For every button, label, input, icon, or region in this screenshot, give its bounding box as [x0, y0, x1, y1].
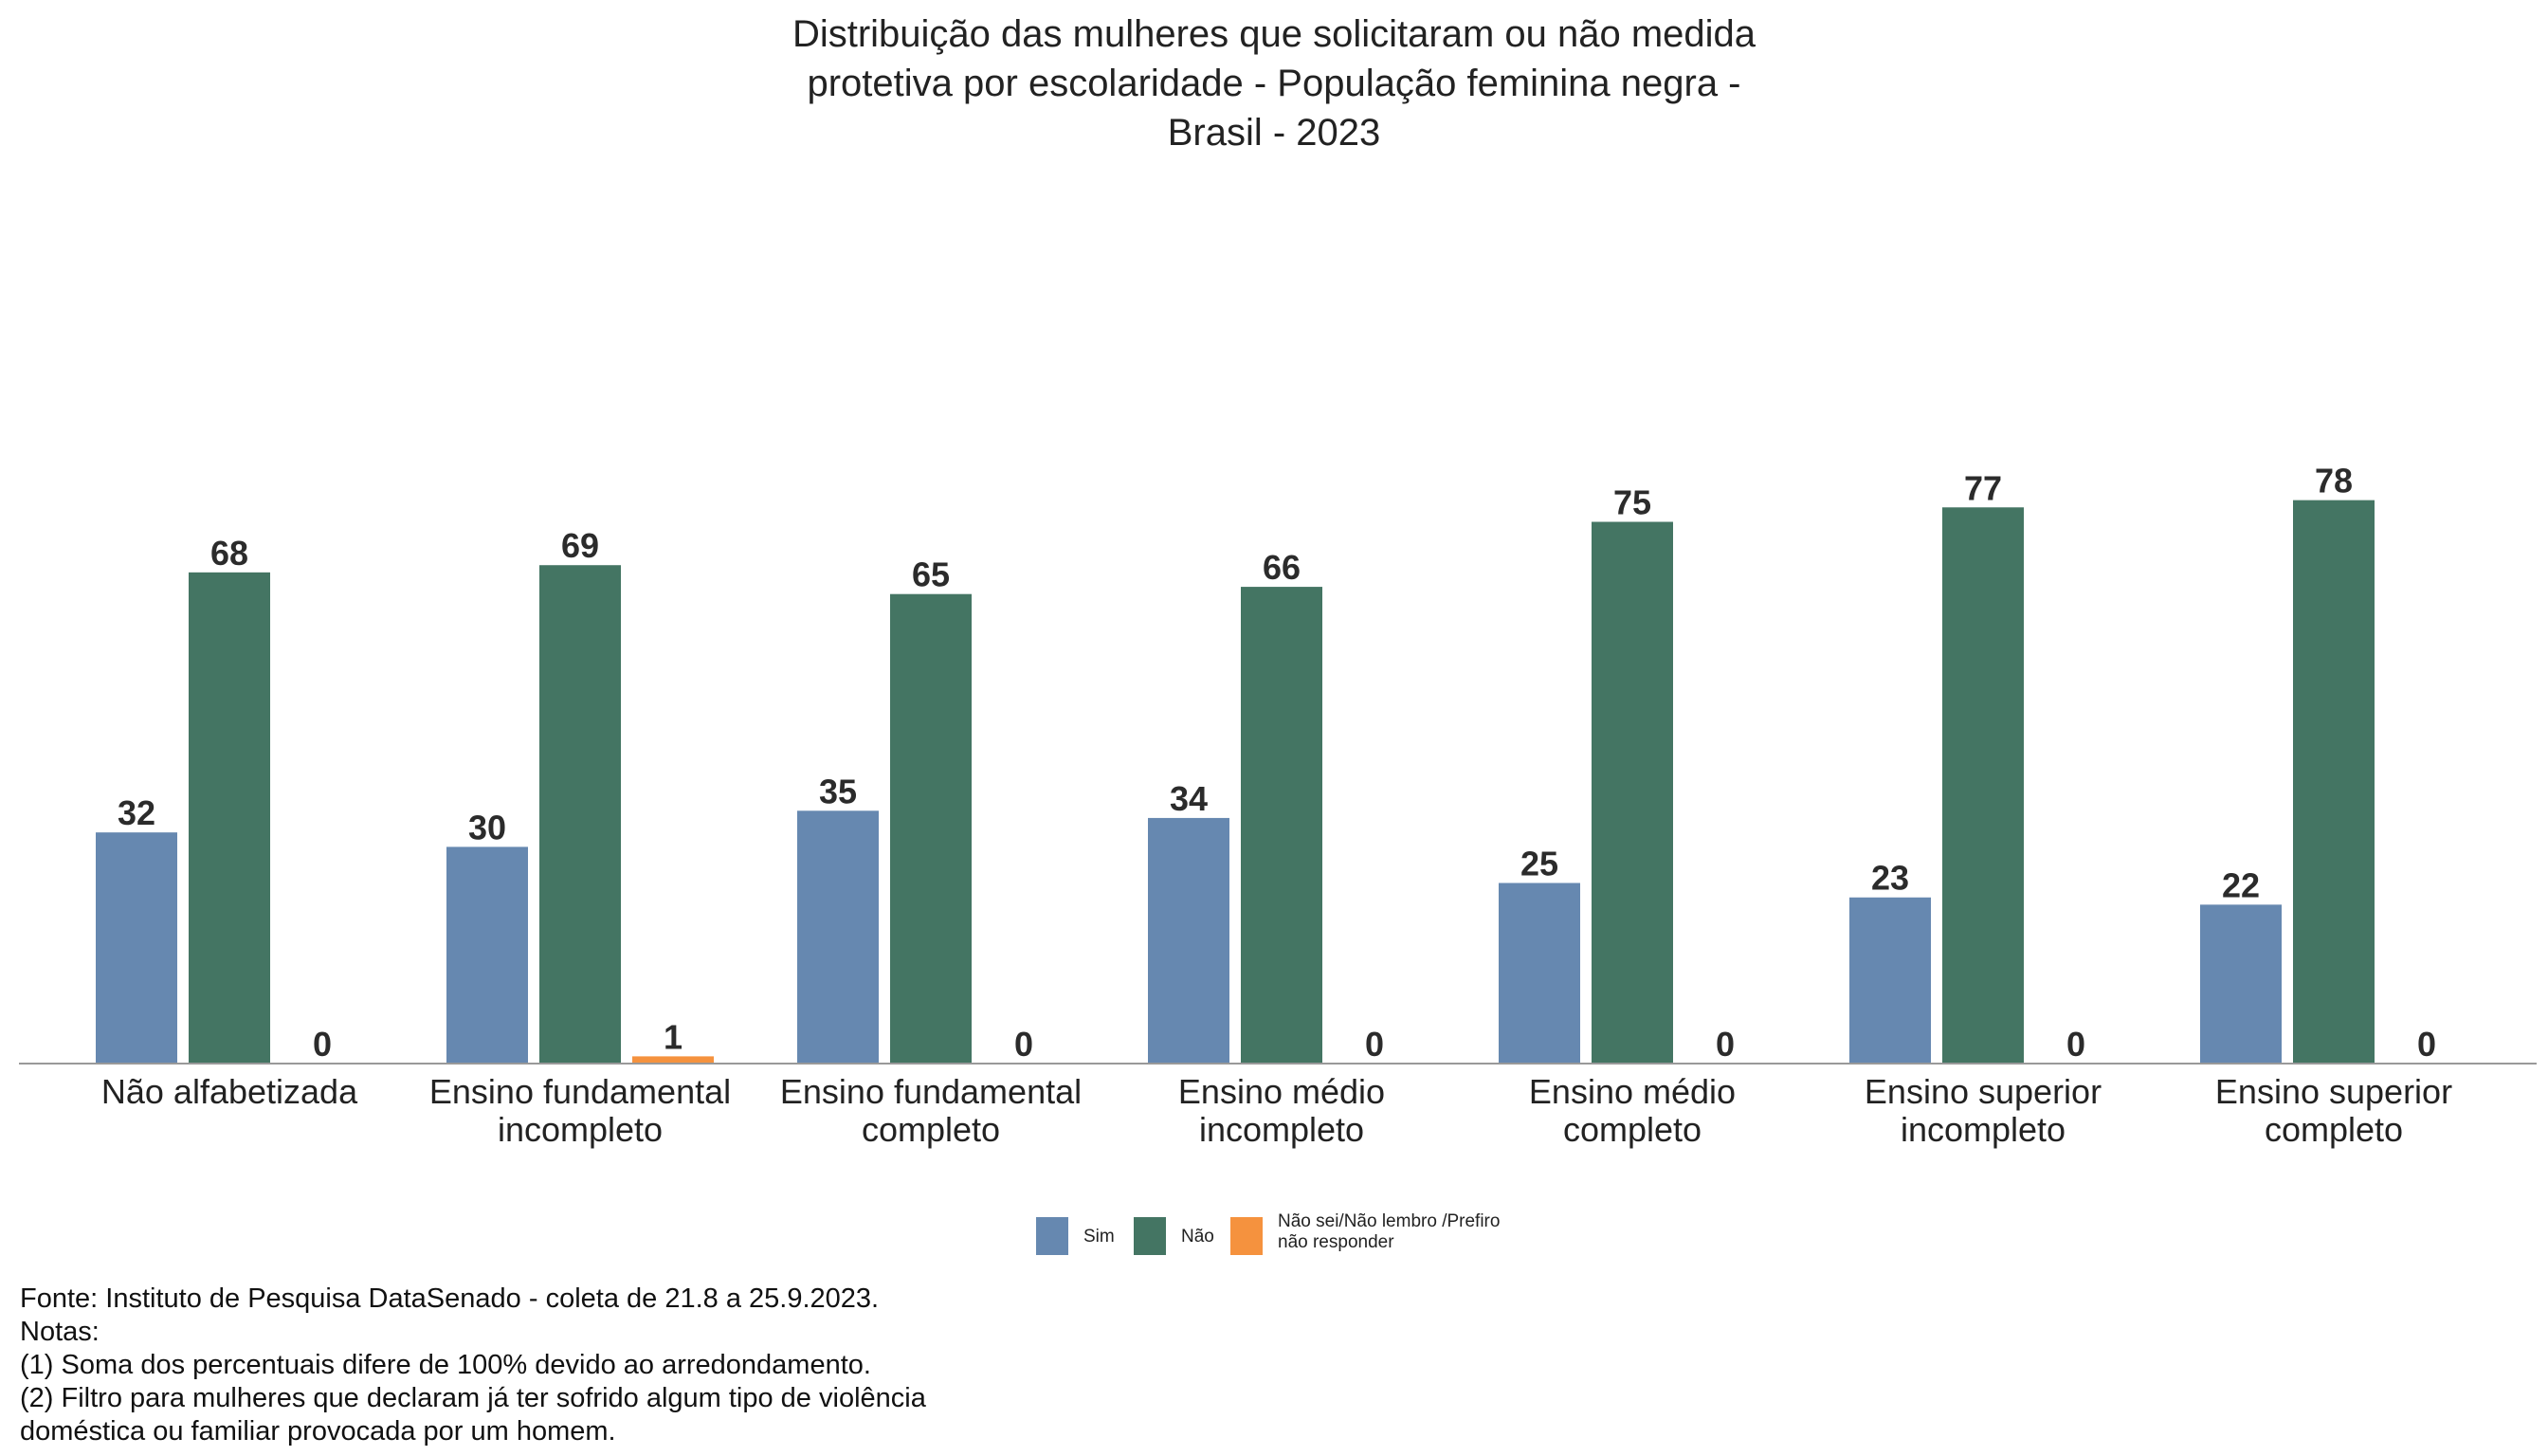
bar-sim — [1148, 817, 1229, 1064]
data-label: 0 — [2417, 1025, 2436, 1064]
source-notes: Fonte: Instituto de Pesquisa DataSenado … — [20, 1283, 926, 1448]
chart-title-line: Brasil - 2023 — [1167, 112, 1381, 154]
x-tick-label: incompleto — [1901, 1110, 2066, 1149]
legend-label: Não — [1181, 1227, 1214, 1247]
data-label: 25 — [1520, 845, 1558, 883]
legend-swatch — [1230, 1217, 1263, 1255]
data-label: 0 — [1365, 1025, 1384, 1064]
data-label: 22 — [2222, 865, 2260, 904]
x-tick-label: incompleto — [1199, 1110, 1364, 1149]
legend-label: Sim — [1083, 1227, 1115, 1247]
bar-sim — [1849, 897, 1931, 1064]
note-2-line: doméstica ou familiar provocada por um h… — [20, 1416, 616, 1447]
x-tick-label: Ensino superior — [2215, 1072, 2452, 1111]
x-tick-label: Não alfabetizada — [101, 1072, 358, 1111]
x-tick-label: completo — [862, 1110, 1000, 1149]
chart-title-line: Distribuição das mulheres que solicitara… — [792, 13, 1756, 55]
bar-sim — [1499, 883, 1580, 1064]
bar-sim — [446, 846, 528, 1064]
chart-title: Distribuição das mulheres que solicitara… — [0, 9, 2548, 157]
bar-n-o — [539, 565, 621, 1064]
data-label: 0 — [313, 1025, 332, 1064]
x-tick-label: completo — [1563, 1110, 1702, 1149]
x-tick-label: incompleto — [498, 1110, 663, 1149]
bar-sim — [96, 832, 177, 1064]
bar-n-o — [1592, 521, 1673, 1064]
data-label: 0 — [1014, 1025, 1033, 1064]
data-label: 69 — [561, 526, 599, 565]
bar-n-o — [890, 593, 972, 1064]
x-tick-label: Ensino fundamental — [429, 1072, 731, 1111]
source-text: Fonte: Instituto de Pesquisa DataSenado … — [20, 1283, 880, 1314]
data-label: 23 — [1871, 859, 1909, 898]
x-tick-label: Ensino superior — [1865, 1072, 2102, 1111]
bar-n-o — [1241, 587, 1322, 1064]
x-tick-label: Ensino médio — [1529, 1072, 1736, 1111]
legend-swatch — [1134, 1217, 1166, 1255]
data-label: 34 — [1170, 779, 1208, 818]
x-tick-label: Ensino médio — [1178, 1072, 1385, 1111]
bar-sim — [797, 810, 879, 1064]
data-label: 75 — [1613, 483, 1651, 522]
data-label: 78 — [2315, 462, 2353, 500]
data-label: 66 — [1263, 548, 1301, 587]
x-tick-label: completo — [2265, 1110, 2403, 1149]
notes-heading: Notas: — [20, 1317, 100, 1347]
data-label: 35 — [819, 772, 857, 810]
data-label: 0 — [2066, 1025, 2085, 1064]
bar-n-o — [1942, 507, 2024, 1064]
legend-label: Não sei/Não lembro /Prefiro não responder — [1278, 1211, 1501, 1252]
bar-sim — [2200, 904, 2282, 1064]
x-tick-label: Ensino fundamental — [780, 1072, 1082, 1111]
note-1: (1) Soma dos percentuais difere de 100% … — [20, 1350, 871, 1380]
data-label: 68 — [210, 534, 248, 573]
bar-n-o — [2293, 500, 2375, 1064]
data-label: 32 — [118, 793, 155, 832]
note-2-line: (2) Filtro para mulheres que declaram já… — [20, 1383, 926, 1413]
bar-n-o — [189, 572, 270, 1064]
data-label: 0 — [1716, 1025, 1735, 1064]
bar-n-o-sei-n-o-lembro-prefiro-n-o-responder — [632, 1056, 714, 1064]
data-label: 77 — [1964, 468, 2002, 507]
data-label: 30 — [468, 808, 506, 846]
data-label: 65 — [912, 555, 950, 594]
data-label: 1 — [664, 1017, 682, 1056]
legend-swatch — [1036, 1217, 1068, 1255]
chart-title-line: protetiva por escolaridade - População f… — [807, 63, 1741, 104]
